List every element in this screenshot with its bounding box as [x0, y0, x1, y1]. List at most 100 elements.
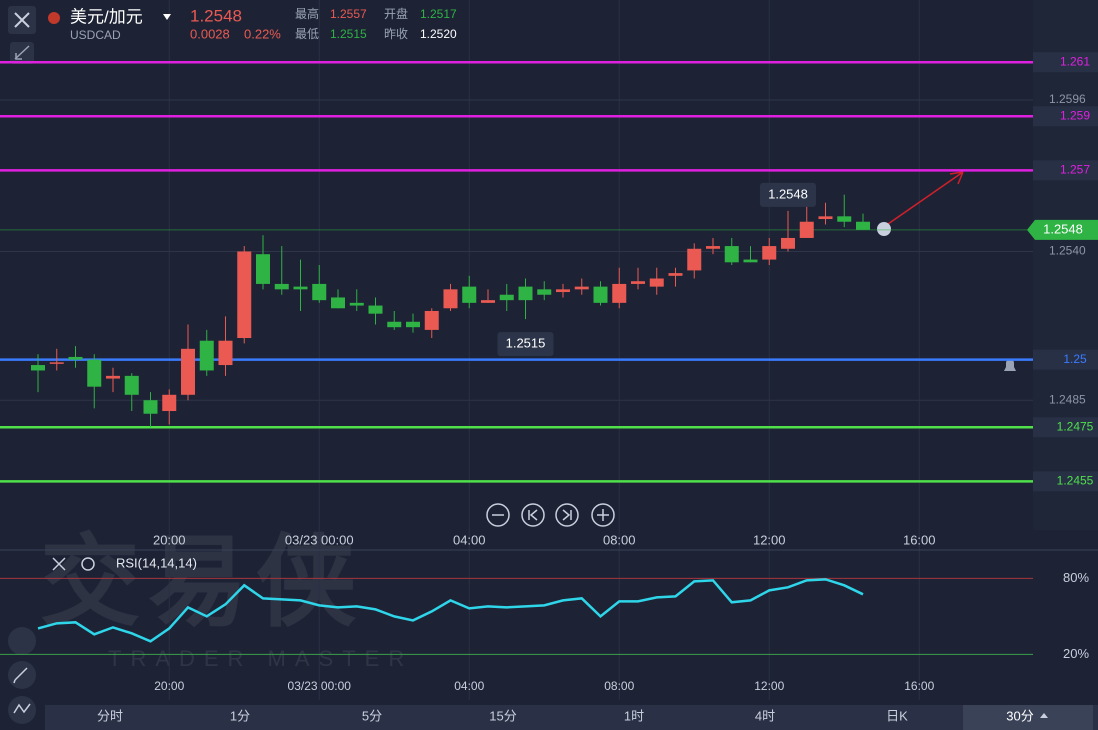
- alert-icon[interactable]: [1004, 359, 1016, 371]
- candle-body: [349, 302, 364, 306]
- y-tick-label: 80%: [1063, 570, 1089, 585]
- candle-body: [312, 283, 327, 301]
- tab-caret: [1040, 713, 1048, 718]
- pair-dropdown[interactable]: [163, 14, 171, 20]
- candle-body: [49, 362, 64, 364]
- last-price-label: 1.2548: [1043, 221, 1083, 236]
- pair: 美元/加元: [70, 7, 143, 26]
- stat-label: 最低: [295, 27, 319, 41]
- candle-body: [237, 251, 252, 339]
- trend-arrow: [887, 171, 964, 225]
- candle-body: [162, 394, 177, 412]
- rsi-title: RSI(14,14,14): [116, 555, 197, 570]
- nav-buttons[interactable]: [486, 503, 615, 527]
- y-tick-label: 1.2485: [1049, 392, 1086, 406]
- level-tag: [1033, 417, 1098, 438]
- x-tick-label: 04:00: [454, 679, 484, 693]
- candle-body: [537, 289, 552, 295]
- stat-value: 1.2517: [420, 7, 457, 21]
- collapse-button[interactable]: [10, 42, 34, 64]
- rsi-close[interactable]: [52, 557, 66, 571]
- flag-icon: [48, 12, 60, 24]
- candle-body: [218, 340, 233, 366]
- y-tick-label: 20%: [1063, 646, 1089, 661]
- candle-body: [499, 294, 514, 301]
- x-tick-label: 20:00: [154, 679, 184, 693]
- tab[interactable]: 分时: [97, 708, 123, 723]
- tab[interactable]: 15分: [489, 708, 516, 723]
- tab[interactable]: 1时: [624, 708, 644, 723]
- level-tag: [1033, 160, 1098, 181]
- level-tag: [1033, 349, 1098, 370]
- candle-body: [424, 310, 439, 330]
- tab[interactable]: 30分: [1006, 708, 1033, 723]
- stat-label: 昨收: [384, 27, 408, 41]
- candle-body: [631, 281, 645, 284]
- x-tick-label: 12:00: [754, 679, 784, 693]
- level-label: 1.2475: [1057, 419, 1094, 433]
- y-tick-label: 1.2540: [1049, 244, 1086, 258]
- candle-body: [818, 216, 833, 220]
- candle-body: [612, 283, 627, 303]
- info-icon[interactable]: [877, 222, 891, 236]
- callout-label: 1.2548: [768, 186, 808, 201]
- price: 1.2548: [190, 6, 242, 25]
- x-tick-label: 16:00: [903, 532, 936, 547]
- x-tick-label: 12:00: [753, 532, 786, 547]
- x-tick-label: 08:00: [603, 532, 636, 547]
- tab[interactable]: 1分: [230, 708, 250, 723]
- candle-body: [856, 221, 870, 230]
- draw-icon: [13, 667, 28, 684]
- tab[interactable]: 日K: [886, 708, 908, 723]
- level-label: 1.25: [1063, 352, 1087, 366]
- rsi-settings[interactable]: [81, 557, 95, 571]
- tab[interactable]: 5分: [362, 708, 382, 723]
- callout-label: 1.2515: [506, 336, 546, 351]
- candle-body: [556, 289, 570, 293]
- stat-label: 最高: [295, 6, 319, 21]
- candle-body: [143, 400, 158, 414]
- candle-body: [687, 248, 702, 271]
- indicator-icon: [13, 703, 31, 714]
- candle-body: [781, 237, 795, 249]
- tab-selected[interactable]: [963, 705, 1093, 730]
- level-tag: [1033, 106, 1098, 127]
- candle-body: [593, 286, 608, 303]
- level-tag: [1033, 52, 1098, 73]
- watermark-logo: 交易侠: [40, 526, 364, 638]
- candle-body: [649, 278, 664, 287]
- callout-box: [760, 182, 816, 207]
- price-axis: [1033, 0, 1098, 530]
- candle-body: [799, 221, 814, 238]
- candle-body: [668, 273, 683, 276]
- x-tick-label: 03/23 00:00: [285, 532, 354, 547]
- level-label: 1.257: [1060, 163, 1090, 177]
- candle-body: [68, 356, 83, 360]
- rsi-line: [37, 578, 864, 643]
- watermark-text: TRADER MASTER: [108, 646, 413, 671]
- candle-body: [443, 289, 458, 309]
- candle-body: [706, 246, 720, 249]
- candle-body: [387, 321, 402, 328]
- stat-value: 1.2557: [330, 7, 367, 21]
- level-label: 1.259: [1060, 108, 1090, 122]
- x-tick-label: 08:00: [604, 679, 634, 693]
- candle-body: [462, 286, 477, 303]
- tab[interactable]: 4时: [755, 708, 775, 723]
- change-pct: 0.22%: [244, 26, 281, 41]
- change: 0.0028: [190, 26, 230, 41]
- y-tick-label: 1.2596: [1049, 92, 1086, 106]
- level-label: 1.2455: [1057, 473, 1094, 487]
- close-button[interactable]: [8, 6, 36, 34]
- candle-body: [743, 259, 758, 263]
- candle-body: [837, 216, 852, 222]
- x-tick-label: 04:00: [453, 532, 486, 547]
- candle-body: [31, 365, 45, 371]
- candle-body: [124, 375, 139, 395]
- candle-body: [293, 286, 308, 290]
- candle-body: [274, 283, 289, 290]
- stat-value: 1.2515: [330, 27, 367, 41]
- symbol: USDCAD: [70, 28, 121, 42]
